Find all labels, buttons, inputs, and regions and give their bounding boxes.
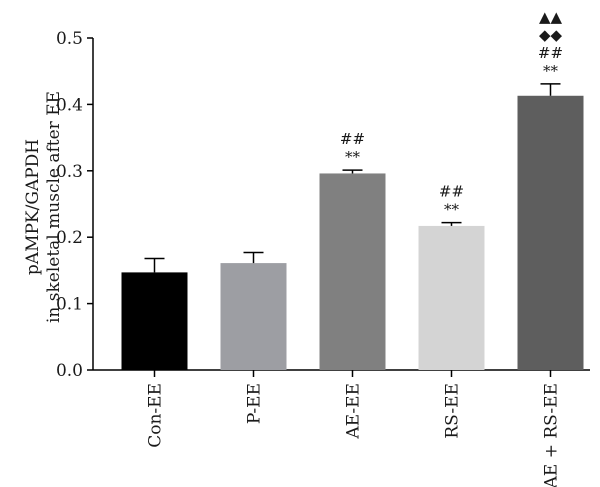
y-axis-label-line-1: pAMPK/GAPDH (23, 139, 43, 275)
significance-mark: ## (439, 183, 464, 201)
x-tick-label: Con-EE (146, 383, 166, 448)
error-bars (144, 83, 561, 273)
y-tick-label: 0.1 (56, 295, 83, 315)
y-tick-label: 0.3 (56, 162, 83, 182)
x-tick-label: P-EE (245, 383, 265, 424)
bar (121, 272, 188, 370)
x-tick-label: AE-EE (344, 383, 364, 440)
y-axis-label-line-2: in skeletal muscle after EE (44, 91, 64, 323)
significance-mark: ** (345, 148, 361, 166)
y-tick-label: 0.4 (56, 95, 83, 115)
x-tick-label: AE + RS-EE (542, 383, 562, 487)
significance-mark: ## (538, 44, 563, 62)
significance-mark: ◆◆ (539, 26, 563, 44)
x-axis-labels: Con-EE P-EE AE-EE RS-EE AE + RS-EE (146, 383, 562, 487)
bar (220, 263, 287, 370)
x-tick-label: RS-EE (443, 383, 463, 439)
significance-marks: **##**##**##◆◆▲▲ (340, 8, 563, 219)
y-tick-label: 0.0 (56, 361, 83, 381)
y-axis-label: pAMPK/GAPDH in skeletal muscle after EE (23, 91, 64, 323)
significance-mark: ## (340, 130, 365, 148)
bar (517, 95, 584, 370)
significance-mark: ** (543, 62, 559, 80)
significance-mark: ** (444, 201, 460, 219)
bar (418, 225, 485, 370)
y-tick-label: 0.2 (56, 228, 83, 248)
y-tick-label: 0.5 (56, 29, 83, 49)
bar (319, 173, 386, 370)
significance-mark: ▲▲ (539, 8, 563, 26)
bars (121, 95, 584, 370)
